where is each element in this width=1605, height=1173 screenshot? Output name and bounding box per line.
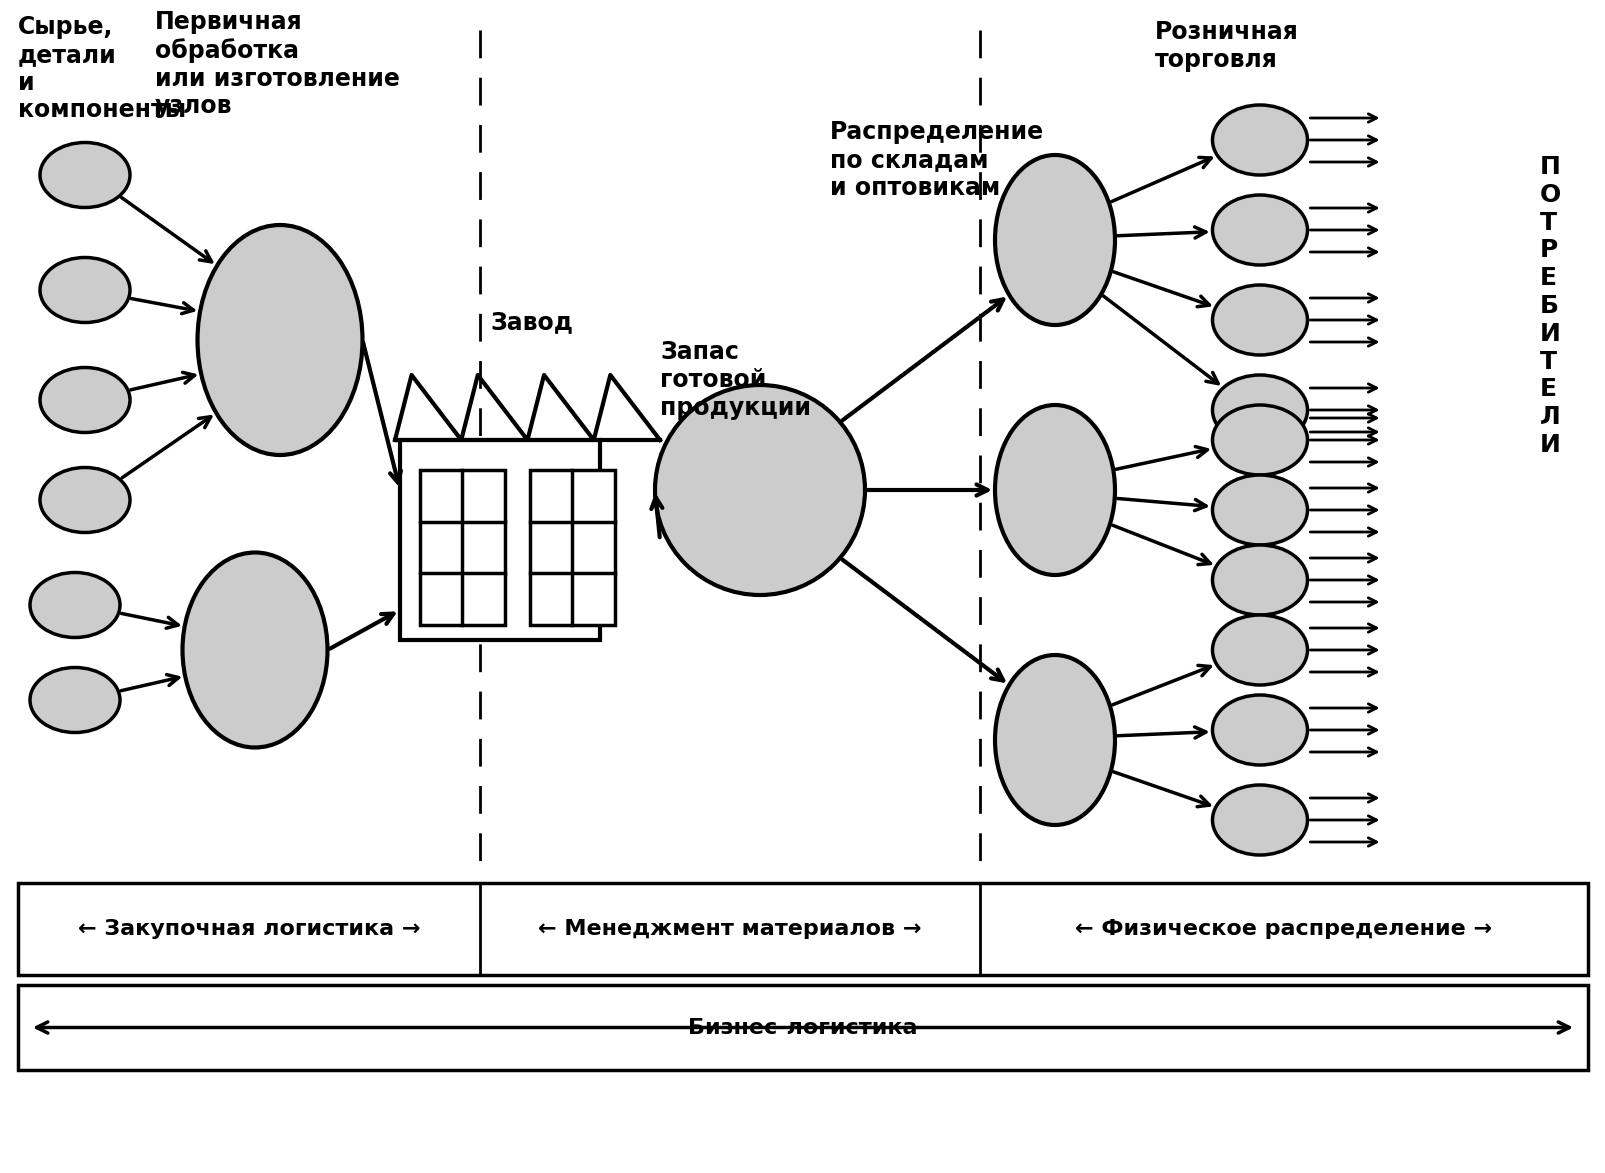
FancyBboxPatch shape	[18, 883, 1587, 975]
Ellipse shape	[1212, 785, 1306, 855]
Ellipse shape	[1212, 285, 1306, 355]
Text: Первичная
обработка
или изготовление
узлов: Первичная обработка или изготовление узл…	[156, 11, 400, 118]
Text: Завод: Завод	[490, 310, 573, 334]
Ellipse shape	[40, 367, 130, 433]
Ellipse shape	[1212, 195, 1306, 265]
Ellipse shape	[40, 142, 130, 208]
Text: ← Закупочная логистика →: ← Закупочная логистика →	[77, 918, 421, 940]
Circle shape	[655, 385, 865, 595]
Ellipse shape	[1212, 615, 1306, 685]
Ellipse shape	[995, 155, 1114, 325]
Ellipse shape	[197, 225, 363, 455]
Ellipse shape	[1212, 106, 1306, 175]
FancyBboxPatch shape	[530, 470, 615, 625]
FancyBboxPatch shape	[421, 470, 504, 625]
Ellipse shape	[40, 468, 130, 533]
FancyBboxPatch shape	[18, 985, 1587, 1070]
Text: Бизнес-логистика: Бизнес-логистика	[689, 1017, 916, 1037]
Ellipse shape	[1212, 545, 1306, 615]
Text: ← Менеджмент материалов →: ← Менеджмент материалов →	[538, 918, 921, 940]
Ellipse shape	[1212, 694, 1306, 765]
Text: Запас
готовой
продукции: Запас готовой продукции	[660, 340, 811, 420]
Ellipse shape	[40, 258, 130, 323]
Ellipse shape	[30, 572, 120, 637]
Text: Розничная
торговля: Розничная торговля	[1154, 20, 1298, 72]
Text: Распределение
по складам
и оптовикам: Распределение по складам и оптовикам	[830, 120, 1043, 199]
Ellipse shape	[30, 667, 120, 732]
Ellipse shape	[995, 405, 1114, 575]
FancyBboxPatch shape	[400, 440, 600, 640]
Text: Сырье,
детали
и
компоненты: Сырье, детали и компоненты	[18, 15, 186, 122]
Ellipse shape	[1212, 405, 1306, 475]
Ellipse shape	[1212, 375, 1306, 445]
Ellipse shape	[183, 552, 327, 747]
Ellipse shape	[1212, 475, 1306, 545]
Text: П
О
Т
Р
Е
Б
И
Т
Е
Л
И: П О Т Р Е Б И Т Е Л И	[1539, 155, 1560, 457]
Ellipse shape	[995, 655, 1114, 825]
Text: ← Физическое распределение →: ← Физическое распределение →	[1075, 918, 1491, 940]
